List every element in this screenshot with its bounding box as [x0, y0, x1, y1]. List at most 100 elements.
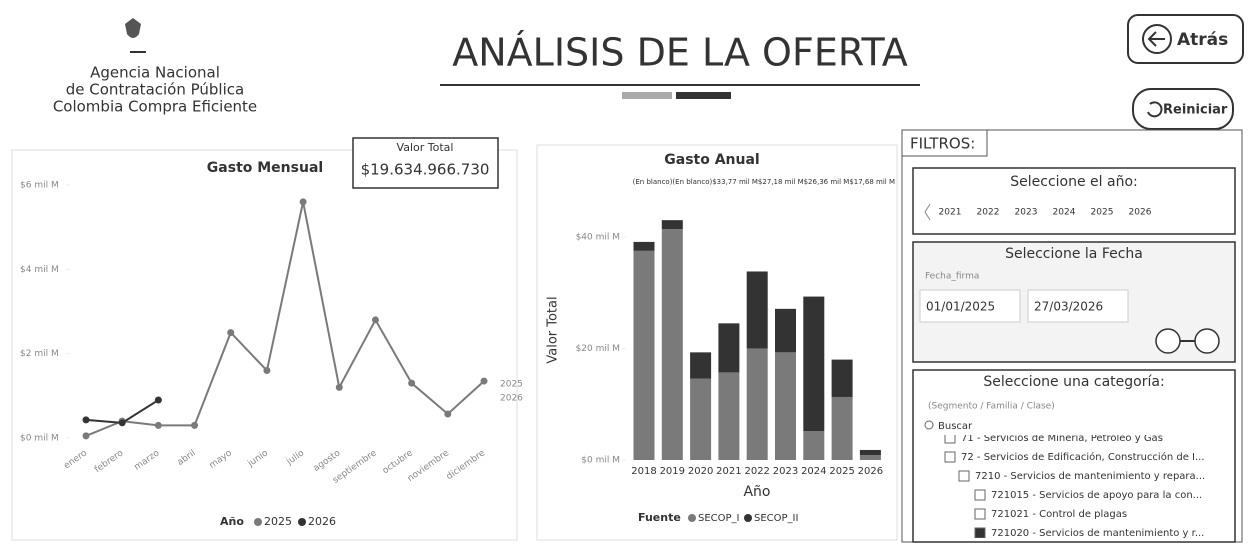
legend-label: SECOP_II	[754, 513, 798, 524]
checkbox[interactable]	[958, 470, 970, 482]
point	[154, 396, 162, 404]
clip-top	[914, 431, 1234, 435]
bar-segment	[803, 296, 825, 431]
year-option[interactable]: 2023	[1015, 208, 1038, 218]
bar-segment	[690, 352, 712, 379]
legend-label: SECOP_I	[698, 513, 740, 524]
year-slicer	[912, 167, 1236, 235]
reset-label[interactable]: Reiniciar	[1163, 103, 1228, 118]
button-frame[interactable]	[1127, 14, 1244, 64]
slicer-title: Seleccione una categoría:	[983, 374, 1164, 390]
category-item[interactable]: 7210 - Servicios de mantenimiento y repa…	[975, 471, 1205, 482]
back-label[interactable]: Atrás	[1177, 30, 1228, 50]
legend-title: Año	[220, 515, 244, 528]
point	[299, 198, 307, 206]
back-icon[interactable]	[1142, 24, 1172, 54]
clip-bottom	[914, 538, 1234, 541]
page-title: ANÁLISIS DE LA OFERTA	[452, 31, 907, 75]
panel	[11, 149, 518, 541]
checkbox[interactable]	[974, 489, 986, 501]
point	[335, 383, 343, 391]
bar-segment	[775, 352, 796, 460]
point	[444, 410, 452, 418]
x-tick-label: 2018	[631, 466, 656, 477]
x-tick-label: 2023	[773, 466, 798, 477]
date-to[interactable]: 27/03/2026	[1034, 300, 1103, 314]
y-tick-label: $6 mil M	[20, 181, 59, 191]
point	[480, 377, 488, 385]
legend-title: Fuente	[638, 511, 681, 524]
kpi-value: $19.634.966.730	[361, 161, 490, 179]
scroll-left[interactable]	[924, 203, 931, 221]
category-item[interactable]: 72 - Servicios de Edificación, Construcc…	[961, 451, 1205, 463]
bar-segment	[718, 323, 740, 373]
y-tick-label: $2 mil M	[20, 349, 59, 359]
x-tick-label: 2026	[858, 466, 883, 477]
series-end-label: 2026	[500, 394, 523, 404]
y-axis-label: Valor Total	[546, 296, 561, 363]
year-option[interactable]: 2024	[1053, 208, 1076, 218]
kpi-card	[352, 137, 499, 189]
bar-segment	[690, 378, 712, 460]
x-tick-label: 2024	[801, 466, 826, 477]
checkbox[interactable]	[974, 527, 986, 539]
x-tick-label: 2025	[829, 466, 854, 477]
date-from[interactable]: 01/01/2025	[926, 300, 995, 314]
legend-label: 2026	[308, 515, 336, 528]
point	[191, 421, 199, 429]
page-indicator	[676, 92, 731, 99]
button-frame[interactable]	[1132, 88, 1234, 130]
year-option[interactable]: 2026	[1129, 208, 1152, 218]
point	[118, 419, 126, 427]
y-tick-label: $40 mil M	[576, 232, 620, 242]
y-tick-label: $0 mil M	[20, 434, 59, 444]
org-line: de Contratación Pública	[66, 81, 244, 99]
kpi-label: Valor Total	[397, 141, 454, 154]
legend-swatch	[744, 514, 752, 522]
point	[227, 329, 235, 337]
chart-title: Gasto Anual	[664, 152, 759, 168]
point	[154, 421, 162, 429]
bar-segment	[661, 229, 683, 460]
search-box[interactable]: Buscar	[938, 421, 973, 432]
range-handle[interactable]	[1194, 328, 1220, 354]
filters-tab	[901, 129, 988, 157]
category-hint: (Segmento / Familia / Clase)	[928, 402, 1055, 412]
legend-swatch	[254, 518, 262, 526]
x-tick-label: 2019	[660, 466, 685, 477]
reset-icon[interactable]	[1147, 101, 1163, 118]
category-item[interactable]: 721020 - Servicios de mantenimiento y r.…	[991, 528, 1204, 539]
date-input[interactable]	[919, 289, 1021, 323]
x-tick-label: 2020	[688, 466, 713, 477]
date-input[interactable]	[1027, 289, 1129, 323]
year-option[interactable]: 2021	[939, 208, 962, 218]
logo	[125, 18, 146, 53]
legend-label: 2025	[264, 515, 292, 528]
point	[82, 416, 90, 424]
bar-segment	[775, 308, 796, 353]
bar-segment	[859, 454, 881, 460]
back-arrow[interactable]	[1147, 31, 1165, 47]
checkbox[interactable]	[944, 451, 956, 463]
chart-subtitle: (En blanco)(En blanco)$33,77 mil M$27,18…	[633, 178, 895, 186]
range-handle[interactable]	[1155, 328, 1181, 354]
reset-button[interactable]: Reiniciar	[1132, 88, 1234, 130]
bar-segment	[746, 348, 768, 460]
category-item[interactable]: 721015 - Servicios de apoyo para la con.…	[991, 490, 1202, 501]
point	[82, 432, 90, 440]
y-tick-label: $20 mil M	[576, 344, 620, 354]
checkbox[interactable]	[974, 508, 986, 520]
point	[263, 367, 271, 375]
x-axis-label: Año	[743, 484, 770, 500]
year-option[interactable]: 2025	[1091, 208, 1114, 218]
bar-segment	[831, 396, 853, 460]
series-line	[85, 201, 485, 437]
org-line: Agencia Nacional	[90, 64, 220, 82]
back-button[interactable]: Atrás	[1127, 14, 1244, 64]
bar-segment	[859, 449, 881, 455]
point	[371, 316, 379, 324]
year-option[interactable]: 2022	[977, 208, 1000, 218]
category-item[interactable]: 721021 - Control de plagas	[991, 509, 1127, 520]
chart-title: Gasto Mensual	[207, 160, 323, 176]
